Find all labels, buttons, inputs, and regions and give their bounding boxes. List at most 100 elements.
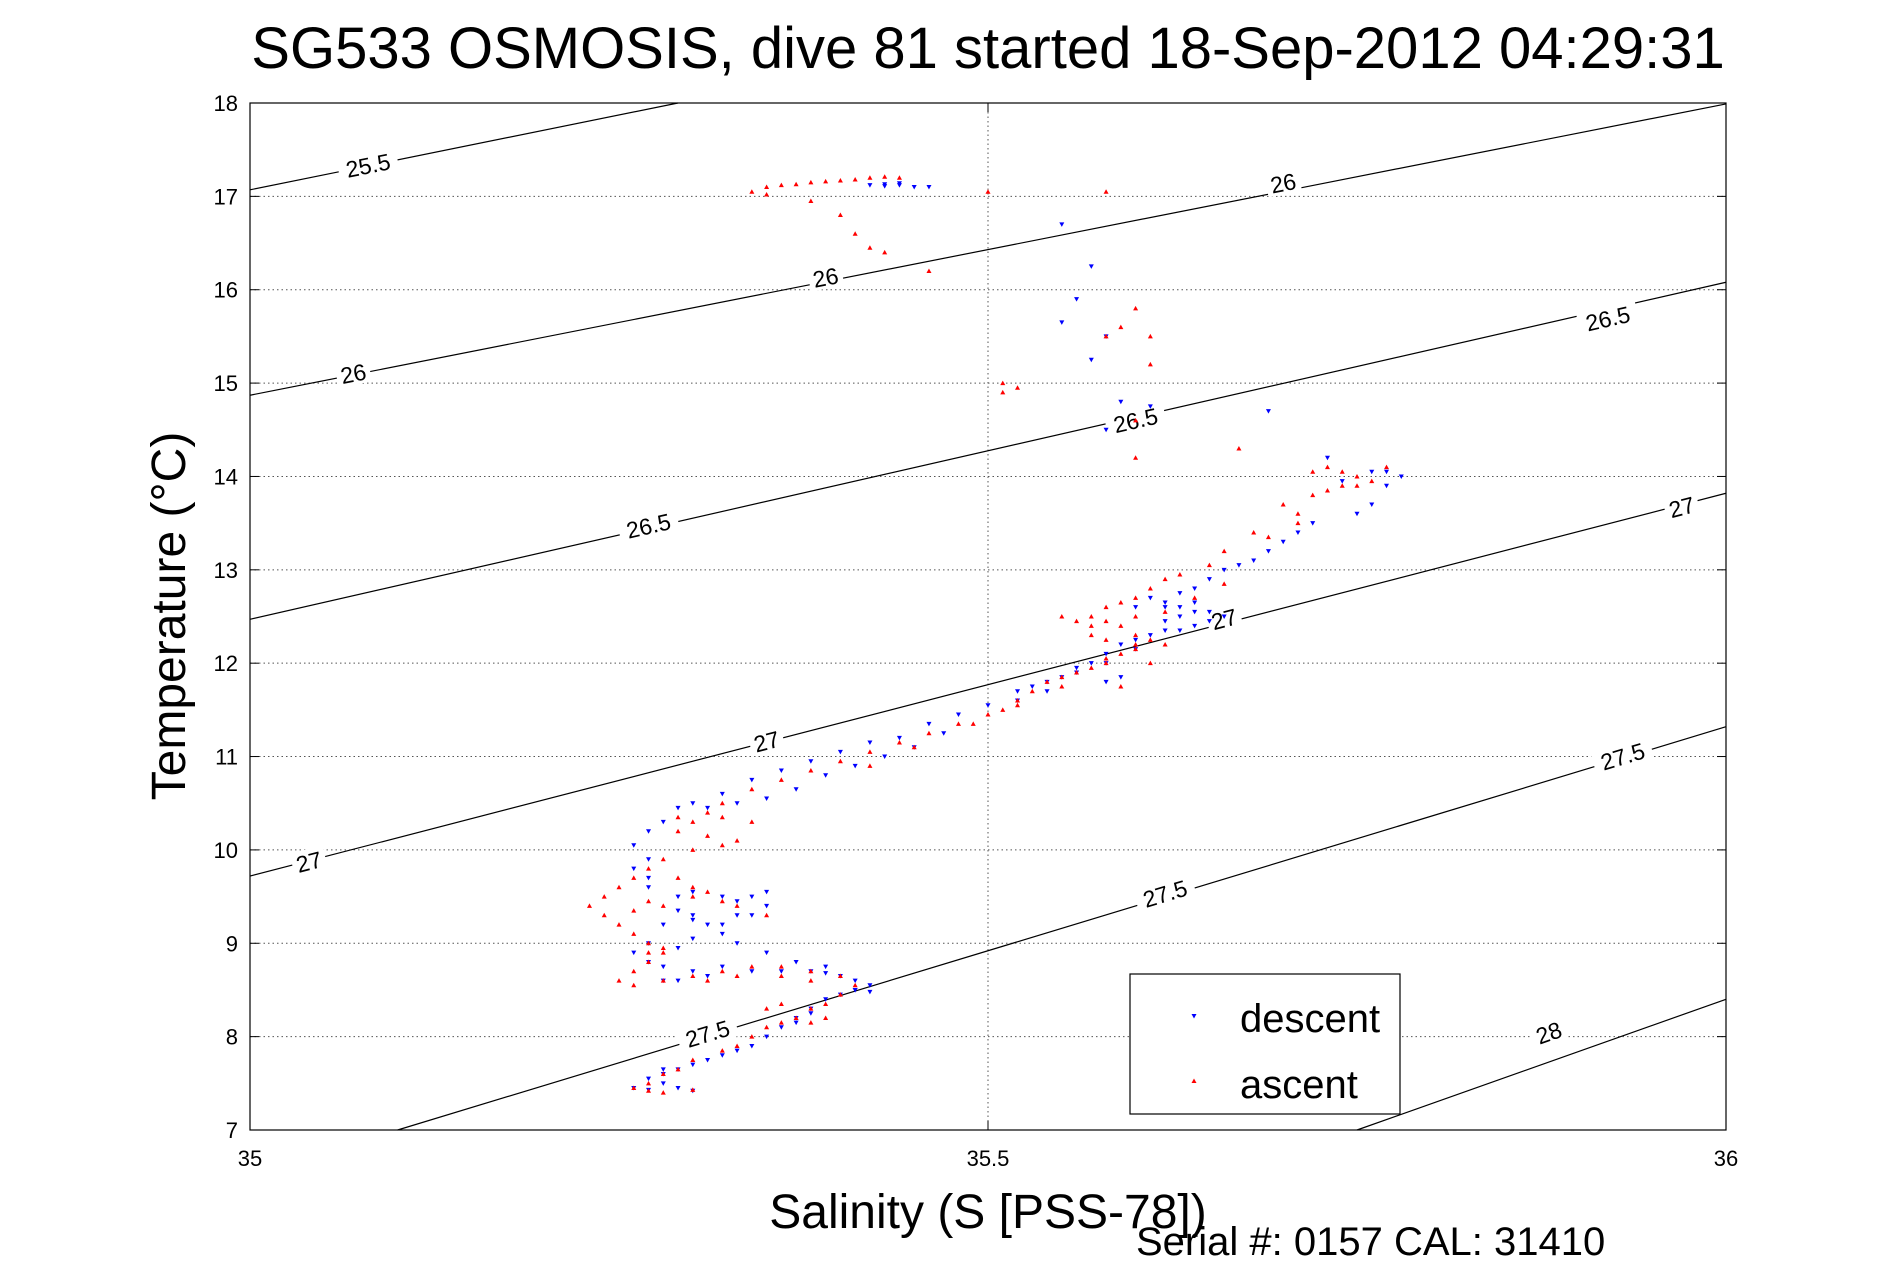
ascent-point bbox=[808, 198, 814, 204]
y-tick-label: 16 bbox=[214, 278, 238, 303]
ascent-point bbox=[896, 175, 902, 180]
ascent-point bbox=[1118, 324, 1124, 330]
contour-label-text: 26 bbox=[338, 359, 368, 389]
ascent-point bbox=[852, 177, 858, 182]
y-axis-label: Temperature (°C) bbox=[143, 432, 196, 801]
descent-point bbox=[1251, 558, 1257, 563]
descent-point bbox=[1177, 614, 1183, 619]
ascent-point bbox=[705, 889, 711, 894]
descent-point bbox=[749, 894, 755, 900]
contour-label-background bbox=[1590, 735, 1655, 776]
ascent-point bbox=[660, 950, 666, 955]
descent-point bbox=[1295, 530, 1301, 535]
descent-point bbox=[955, 712, 961, 718]
descent-point bbox=[1103, 427, 1109, 433]
descent-point bbox=[882, 754, 888, 760]
descent-point bbox=[1177, 628, 1183, 634]
y-tick-label: 12 bbox=[214, 651, 238, 676]
ascent-point bbox=[749, 819, 755, 824]
contour-label-background bbox=[616, 506, 681, 544]
descent-point bbox=[1015, 689, 1021, 694]
contour-label-background bbox=[1662, 490, 1701, 523]
ascent-point bbox=[1103, 660, 1109, 666]
descent-point bbox=[719, 1053, 725, 1058]
ascent-point bbox=[1133, 305, 1139, 311]
ascent-point bbox=[734, 903, 740, 908]
descent-point bbox=[764, 950, 770, 956]
ascent-point bbox=[837, 177, 843, 183]
legend-ascent-label: ascent bbox=[1240, 1063, 1358, 1107]
ascent-point bbox=[1147, 585, 1153, 591]
descent-point bbox=[1177, 605, 1183, 610]
descent-point bbox=[852, 763, 858, 769]
descent-point bbox=[1369, 469, 1375, 475]
ascent-point bbox=[882, 249, 888, 255]
descent-point bbox=[675, 805, 681, 811]
descent-point bbox=[1074, 297, 1080, 302]
ascent-point bbox=[690, 894, 696, 899]
descent-point bbox=[793, 1020, 799, 1026]
ascent-point bbox=[793, 181, 799, 187]
ascent-point bbox=[1384, 464, 1390, 470]
descent-point bbox=[660, 819, 666, 825]
ascent-point bbox=[1088, 632, 1094, 638]
descent-point bbox=[660, 1081, 666, 1086]
descent-point bbox=[1162, 628, 1168, 634]
ascent-point bbox=[1029, 688, 1035, 694]
ascent-point bbox=[1133, 646, 1139, 652]
ascent-point bbox=[660, 1071, 666, 1076]
descent-point bbox=[1398, 474, 1404, 479]
descent-point bbox=[1310, 521, 1316, 526]
contour-line bbox=[1356, 998, 1727, 1131]
descent-point bbox=[1074, 665, 1080, 671]
descent-point bbox=[837, 749, 843, 755]
contour-label: 26 bbox=[806, 261, 845, 293]
y-tick-label: 15 bbox=[214, 371, 238, 396]
ascent-point bbox=[1088, 665, 1094, 670]
ascent-point bbox=[705, 810, 711, 815]
ascent-point bbox=[616, 978, 622, 983]
descent-point bbox=[646, 829, 652, 834]
contour-label: 27.5 bbox=[1132, 872, 1198, 914]
ascent-point bbox=[601, 912, 607, 918]
ascent-point bbox=[734, 1043, 740, 1048]
ascent-point bbox=[1295, 511, 1301, 516]
y-tick-label: 14 bbox=[214, 464, 238, 489]
ascent-point bbox=[1177, 571, 1183, 577]
ascent-point bbox=[1354, 483, 1360, 488]
contour-line bbox=[249, 102, 679, 191]
descent-point bbox=[675, 978, 681, 984]
descent-point bbox=[1369, 502, 1375, 507]
ascent-point bbox=[660, 978, 666, 983]
ascent-point bbox=[1221, 548, 1227, 554]
ascent-point bbox=[675, 828, 681, 834]
descent-point bbox=[793, 787, 799, 792]
ascent-point bbox=[778, 777, 784, 782]
descent-point bbox=[1118, 642, 1124, 648]
y-tick-label: 18 bbox=[214, 91, 238, 116]
contour-label: 28 bbox=[1528, 1014, 1569, 1049]
descent-point bbox=[1147, 595, 1153, 601]
descent-point bbox=[1324, 455, 1330, 461]
descent-point bbox=[675, 908, 681, 914]
ascent-point bbox=[660, 945, 666, 950]
descent-point bbox=[896, 181, 902, 186]
ascent-point bbox=[705, 978, 711, 983]
descent-point bbox=[734, 1048, 740, 1054]
descent-point bbox=[1147, 404, 1153, 409]
contour-label-text: 27.5 bbox=[1140, 875, 1190, 913]
ascent-point bbox=[646, 959, 652, 964]
ascent-point bbox=[660, 903, 666, 908]
ascent-point bbox=[586, 903, 592, 908]
axis-ticks: 35 35.5 36 7 8 9 10 11 12 13 14 15 16 17 18 bbox=[214, 91, 1739, 1171]
descent-point bbox=[660, 922, 666, 928]
chart-title: SG533 OSMOSIS, dive 81 started 18-Sep-20… bbox=[251, 16, 1724, 81]
ascent-point bbox=[1059, 684, 1065, 689]
serial-cal-footer: Serial #: 0157 CAL: 31410 bbox=[1136, 1220, 1605, 1262]
descent-point bbox=[852, 987, 858, 993]
ascent-point bbox=[631, 982, 637, 988]
ascent-point bbox=[778, 1001, 784, 1006]
contour-label: 27 bbox=[746, 724, 786, 757]
contour-label-background bbox=[1132, 872, 1198, 914]
